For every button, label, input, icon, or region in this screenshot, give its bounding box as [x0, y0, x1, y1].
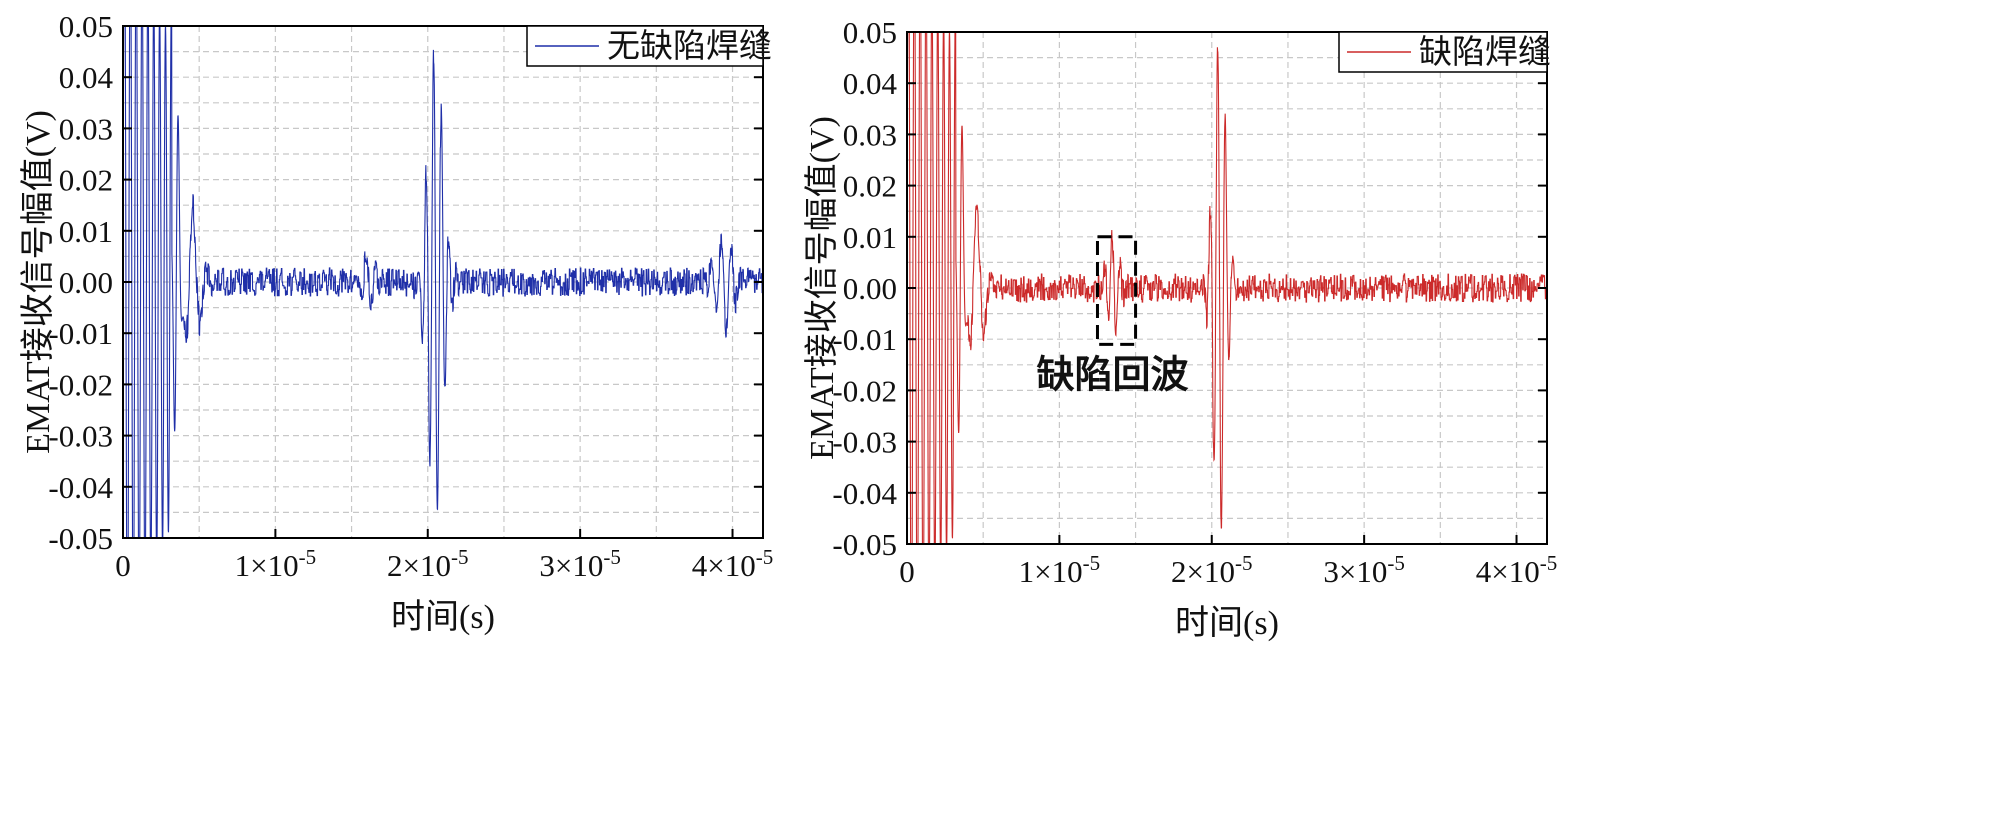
right-y-tick-label: -0.02 — [832, 373, 897, 408]
right-y-tick-label: -0.03 — [832, 425, 897, 460]
right-signal-trace — [907, 32, 1547, 544]
right-y-tick-label: -0.01 — [832, 322, 897, 357]
left-signal-trace — [123, 26, 763, 538]
right-x-axis-label: 时间(s) — [1175, 605, 1279, 642]
left-y-tick-label: 0.01 — [59, 214, 113, 249]
right-y-tick-label: 0.02 — [843, 169, 897, 204]
right-x-tick-label: 3×10-5 — [1323, 551, 1404, 589]
right-x-tick-label: 0 — [899, 554, 915, 589]
right-y-tick-label: -0.04 — [832, 476, 897, 511]
left-y-tick-label: -0.04 — [48, 470, 113, 505]
left-y-tick-label: 0.02 — [59, 163, 113, 198]
right-y-tick-label: 0.01 — [843, 220, 897, 255]
right-chart-panel: 0.05 0.04 0.03 0.02 0.01 0.00 -0.01 -0.02 -0.03 -… — [803, 15, 1557, 642]
left-y-tick-label: -0.02 — [48, 367, 113, 402]
left-y-tick-label: 0.05 — [59, 9, 113, 44]
right-y-tick-label: 0.04 — [843, 66, 898, 101]
left-y-tick-label: -0.05 — [48, 521, 113, 556]
right-x-tick-label: 1×10-5 — [1019, 551, 1100, 589]
defect-echo-annotation: 缺陷回波 — [1037, 352, 1189, 396]
left-y-tick-label: 0.00 — [59, 265, 113, 300]
left-legend: 无缺陷焊缝 — [526, 25, 772, 67]
left-x-tick-label: 2×10-5 — [387, 545, 468, 583]
right-y-tick-label: -0.05 — [832, 527, 897, 562]
left-y-tick-label: -0.03 — [48, 419, 113, 454]
right-x-tick-label: 4×10-5 — [1476, 551, 1557, 589]
left-y-tick-label: 0.03 — [59, 111, 113, 146]
right-y-tick-label: 0.05 — [843, 15, 897, 50]
right-y-tick-label: 0.03 — [843, 117, 897, 152]
left-y-tick-label: -0.01 — [48, 316, 113, 351]
left-x-tick-label: 3×10-5 — [539, 545, 620, 583]
right-legend-label: 缺陷焊缝 — [1419, 34, 1551, 71]
left-x-axis-label: 时间(s) — [391, 599, 495, 636]
left-y-axis-label: EMAT接收信号幅值(V) — [19, 110, 57, 454]
right-y-tick-label: 0.00 — [843, 271, 897, 306]
left-y-tick-label: 0.04 — [59, 60, 114, 95]
left-x-tick-label: 0 — [115, 548, 131, 583]
right-x-tick-label: 2×10-5 — [1171, 551, 1252, 589]
left-chart-panel: 0.05 0.04 0.03 0.02 0.01 0.00 -0.01 -0.02 -0.03 -… — [19, 9, 773, 636]
left-x-tick-label: 4×10-5 — [692, 545, 773, 583]
right-y-axis-label: EMAT接收信号幅值(V) — [803, 116, 841, 460]
right-legend: 缺陷焊缝 — [1338, 31, 1551, 73]
left-x-tick-label: 1×10-5 — [235, 545, 316, 583]
defect-echo-highlight-box — [1095, 235, 1138, 346]
left-legend-label: 无缺陷焊缝 — [607, 28, 772, 65]
